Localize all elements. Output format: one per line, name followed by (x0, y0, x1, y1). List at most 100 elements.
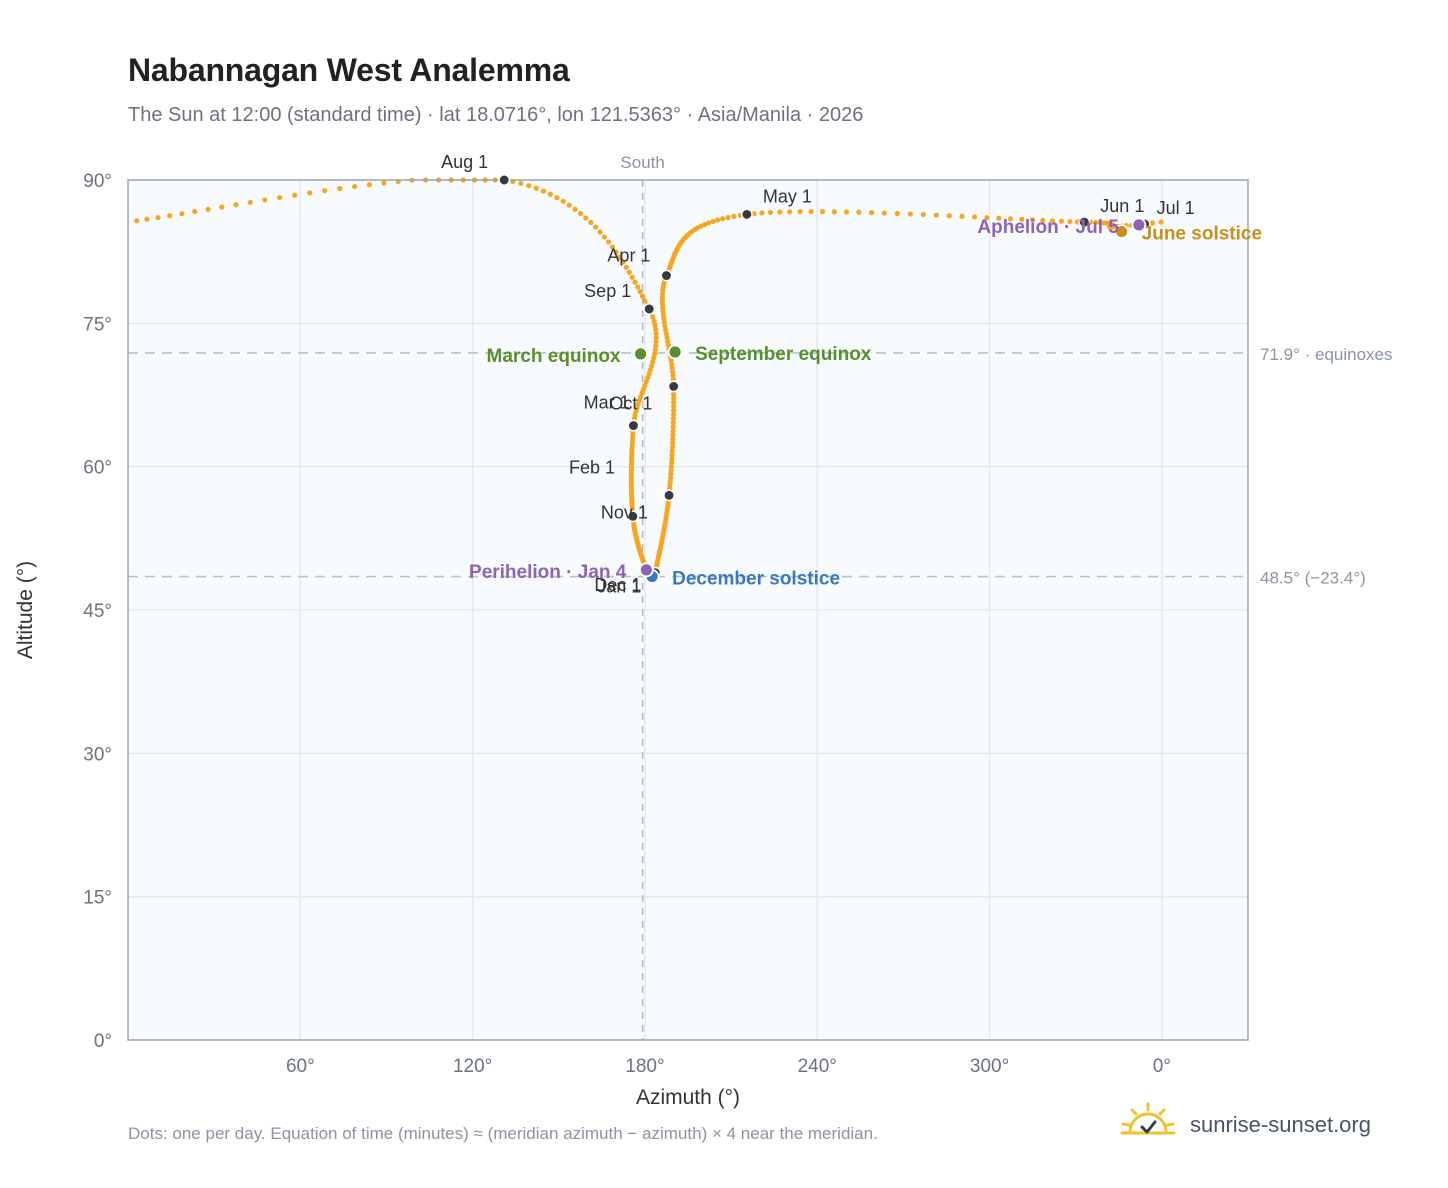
x-axis-title: Azimuth (°) (636, 1086, 740, 1109)
daily-sun-dot (843, 209, 850, 215)
daily-sun-dot (670, 415, 677, 422)
daily-sun-dot (652, 347, 658, 353)
daily-sun-dot (262, 197, 268, 203)
daily-sun-dot (671, 391, 677, 397)
daily-sun-dot (192, 208, 198, 215)
daily-sun-dot (609, 244, 616, 250)
daily-sun-dot (1093, 219, 1099, 226)
daily-sun-dot (668, 463, 674, 470)
daily-sun-dot (1029, 217, 1036, 223)
daily-sun-dot (653, 326, 659, 333)
y-tick-label: 0° (94, 1031, 112, 1052)
daily-sun-dot (670, 428, 676, 434)
daily-sun-dot (588, 219, 594, 226)
event-label: March equinox (487, 346, 622, 367)
reference-line-label: 48.5° (−23.4°) (1260, 569, 1366, 588)
y-tick-label: 60° (83, 458, 112, 479)
daily-sun-dot (577, 210, 584, 217)
daily-sun-dot (731, 213, 737, 219)
daily-sun-dot (144, 216, 150, 222)
event-marker (1131, 217, 1147, 233)
daily-sun-dot (665, 342, 672, 348)
daily-sun-dot (649, 363, 655, 369)
x-tick-label: 180° (625, 1056, 664, 1077)
daily-sun-dot (868, 210, 875, 216)
footnote: Dots: one per day. Equation of time (min… (128, 1124, 878, 1143)
daily-sun-dot (647, 367, 654, 373)
daily-sun-dot (653, 343, 659, 349)
daily-sun-dot (894, 210, 900, 217)
daily-sun-dot (1019, 216, 1025, 222)
daily-sun-dot (179, 211, 185, 217)
daily-sun-dot (946, 213, 952, 219)
daily-sun-dot (996, 215, 1002, 221)
x-tick-label: 120° (453, 1056, 492, 1077)
meridian-label: South (620, 153, 664, 172)
daily-sun-dot (653, 339, 659, 345)
y-tick-label: 45° (83, 601, 112, 622)
daily-sun-dot (669, 456, 675, 462)
daily-sun-dot (526, 183, 532, 189)
tick-labels: 60° 120° 180° 240° 300° 0° 0° 15° 30° 45° 60° 75° 90… (83, 171, 1171, 1077)
month-marker (660, 269, 673, 282)
month-marker-label: Nov 1 (601, 502, 648, 522)
daily-sun-dot (1158, 219, 1164, 225)
daily-sun-dot (907, 211, 913, 217)
event-label: December solstice (672, 569, 840, 590)
daily-sun-dot (933, 212, 939, 218)
daily-sun-dot (518, 180, 524, 187)
month-marker-label: Mar 1 (584, 392, 630, 412)
daily-sun-dot (560, 198, 566, 204)
daily-sun-dot (167, 213, 173, 219)
month-marker (643, 303, 656, 315)
month-marker-label: Aug 1 (441, 152, 488, 172)
daily-sun-dot (797, 209, 803, 215)
daily-sun-dot (352, 183, 358, 190)
daily-sun-dot (639, 293, 646, 299)
y-tick-label: 15° (83, 888, 112, 909)
daily-sun-dot (366, 182, 373, 188)
daily-sun-dot (547, 191, 553, 197)
daily-sun-dot (650, 359, 656, 365)
month-marker (626, 510, 639, 523)
daily-sun-dot (651, 355, 657, 361)
daily-sun-dot (669, 444, 676, 450)
event-label: Perihelion · Jan 4 (469, 562, 627, 583)
daily-sun-dot (605, 239, 612, 245)
month-marker (1078, 216, 1091, 228)
month-marker-label: Dec 1 (594, 575, 641, 595)
daily-sun-dot (671, 407, 677, 414)
daily-sun-dot (617, 254, 623, 260)
daily-sun-dot (307, 190, 313, 196)
month-markers: Jan 1 Feb 1 Mar 1 Apr 1 May 1 Jun 1 Jul 1 Aug 1… (441, 152, 1194, 597)
daily-sun-dot (668, 467, 674, 473)
daily-sun-dot (155, 214, 161, 221)
month-marker (498, 174, 511, 186)
daily-sun-dot (669, 460, 675, 466)
y-axis-title: Altitude (°) (14, 561, 37, 659)
brand-logo[interactable]: sunrise-sunset.org (1120, 1102, 1410, 1146)
event-marker (638, 562, 654, 578)
daily-sun-dot (1007, 216, 1014, 222)
daily-sun-dot (670, 424, 676, 430)
sun-logo-icon (1120, 1102, 1176, 1135)
x-tick-label: 300° (970, 1056, 1009, 1077)
event-marker (667, 344, 683, 360)
daily-sun-dot (671, 395, 677, 401)
daily-sun-dot (623, 264, 629, 270)
daily-sun-dot (629, 274, 635, 280)
event-label: Aphelion · Jul 5 (977, 217, 1119, 238)
daily-sun-dot (671, 403, 677, 409)
daily-sun-dot (652, 351, 658, 357)
daily-sun-dot (831, 209, 837, 215)
daily-sun-dot (668, 471, 674, 477)
y-tick-label: 30° (83, 744, 112, 765)
daily-sun-dot (667, 475, 674, 481)
daily-sun-dot (959, 213, 965, 219)
daily-sun-dot (1049, 218, 1056, 224)
month-marker-label: May 1 (763, 186, 812, 206)
y-tick-label: 90° (83, 171, 112, 192)
daily-sun-dot (856, 209, 862, 215)
daily-sun-dot (566, 202, 572, 208)
